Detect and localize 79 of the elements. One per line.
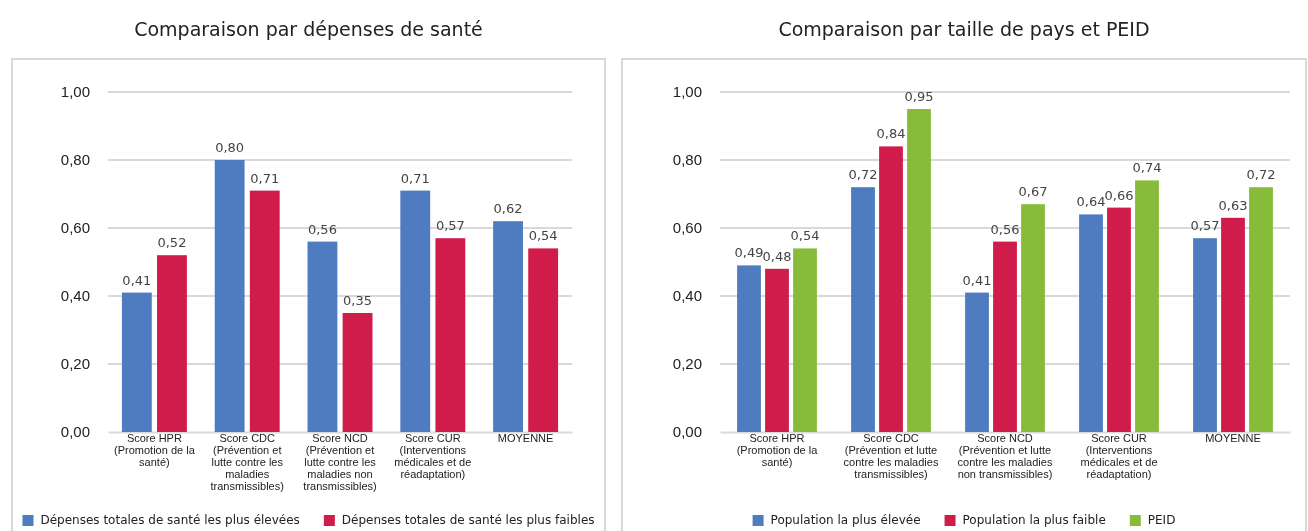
y-tick-label: 1,00 (672, 83, 702, 101)
data-label: 0,54 (790, 228, 820, 244)
bar (1249, 187, 1273, 432)
x-tick-label: Score HPR (Promotion de la santé) (114, 432, 196, 469)
data-label: 0,41 (962, 272, 992, 288)
data-label: 0,71 (250, 170, 280, 186)
y-tick-label: 0,00 (672, 423, 702, 441)
bar (851, 187, 875, 432)
y-tick-label: 0,40 (672, 287, 702, 305)
bar (121, 292, 152, 432)
data-label: 0,64 (1076, 194, 1106, 210)
data-label: 0,57 (1190, 218, 1220, 234)
x-tick-label: Score NCD (Prévention et lutte contre les maladies non transmissibles) (957, 432, 1053, 481)
bar (342, 313, 373, 432)
bar (157, 255, 187, 432)
y-tick-label: 0,80 (60, 151, 90, 169)
x-tick-label: Score CDC (Prévention et lutte contre les maladies transmissibles) (210, 432, 284, 493)
y-tick-label: 0,40 (60, 287, 90, 305)
bar (1107, 207, 1131, 432)
data-label: 0,56 (990, 221, 1020, 237)
legend-label: Dépenses totales de santé les plus élevées (40, 513, 300, 527)
bar (214, 160, 245, 432)
x-tick-label: MOYENNE (1205, 432, 1261, 444)
bar (793, 248, 817, 432)
data-label: 0,72 (1246, 167, 1276, 183)
x-tick-label: Score NCD (Prévention et lutte contre les maladies non transmissibles) (303, 432, 377, 493)
bar (435, 238, 466, 432)
y-tick-label: 1,00 (60, 83, 90, 101)
y-tick-label: 0,60 (60, 219, 90, 237)
data-label: 0,80 (215, 140, 245, 155)
data-label: 0,48 (762, 248, 792, 264)
data-label: 0,49 (734, 245, 764, 261)
bar (1135, 180, 1159, 432)
data-label: 0,95 (904, 89, 934, 104)
bar (1079, 214, 1103, 432)
data-label: 0,57 (435, 218, 465, 234)
data-label: 0,66 (1104, 187, 1134, 203)
bar (400, 190, 431, 432)
bar (965, 292, 989, 432)
data-label: 0,54 (528, 228, 558, 244)
x-tick-label: Score HPR (Promotion de la santé) (736, 432, 819, 469)
x-tick-label: Score CUR (Interventions médicales et de réadaptation) (394, 432, 472, 481)
bar (993, 241, 1017, 432)
bar (249, 190, 280, 432)
bar (1021, 204, 1045, 432)
data-label: 0,52 (157, 235, 187, 251)
bar (765, 268, 789, 432)
bar (493, 221, 523, 432)
chart-title: Comparaison par dépenses de santé (134, 18, 483, 40)
bar (907, 109, 931, 432)
data-label: 0,71 (400, 170, 430, 186)
bar (1193, 238, 1217, 432)
y-tick-label: 0,20 (60, 355, 90, 373)
data-label: 0,35 (343, 293, 373, 308)
chart-title: Comparaison par taille de pays et PEID (778, 18, 1150, 40)
data-label: 0,67 (1018, 184, 1048, 200)
legend-label: Population la plus faible (962, 513, 1106, 527)
y-tick-label: 0,20 (672, 355, 702, 373)
bar (307, 241, 338, 432)
bar (737, 265, 761, 432)
y-tick-label: 0,00 (60, 423, 90, 441)
data-label: 0,56 (307, 221, 337, 237)
data-label: 0,84 (876, 126, 906, 142)
data-label: 0,72 (848, 167, 878, 183)
y-tick-label: 0,60 (672, 219, 702, 237)
data-label: 0,74 (1132, 160, 1162, 176)
x-tick-label: Score CUR (Interventions médicales et de réadaptation) (1080, 432, 1158, 481)
data-label: 0,62 (493, 201, 523, 217)
data-label: 0,41 (122, 272, 152, 288)
bar (879, 146, 903, 432)
legend-label: Population la plus élevée (770, 513, 921, 527)
x-tick-label: MOYENNE (497, 432, 554, 444)
bar (1221, 217, 1245, 432)
legend-label: PEID (1147, 513, 1176, 527)
bar (528, 248, 559, 432)
y-tick-label: 0,80 (672, 151, 702, 169)
x-tick-label: Score CDC (Prévention et lutte contre les maladies transmissibles) (843, 432, 939, 481)
legend-label: Dépenses totales de santé les plus faibles (341, 513, 595, 527)
data-label: 0,63 (1218, 197, 1248, 213)
